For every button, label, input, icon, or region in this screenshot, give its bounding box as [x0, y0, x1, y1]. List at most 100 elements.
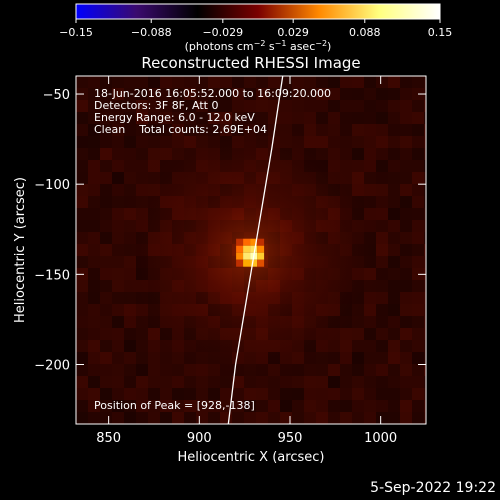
- heatmap-cell: [304, 412, 316, 424]
- heatmap-cell: [160, 112, 172, 124]
- heatmap-cell: [184, 100, 196, 112]
- heatmap-cell: [88, 292, 100, 304]
- heatmap-cell: [424, 412, 426, 424]
- heatmap-cell: [160, 412, 172, 424]
- heatmap-cell: [220, 100, 232, 112]
- heatmap-cell: [328, 88, 340, 100]
- heatmap-cell: [424, 136, 426, 148]
- colorbar-unit-label: (photons cm−2 s−1 asec−2): [185, 39, 332, 53]
- heatmap-cell: [388, 280, 400, 292]
- heatmap-cell: [100, 364, 112, 376]
- heatmap-cell: [100, 100, 112, 112]
- colorbar-tick-label: 0.15: [428, 26, 453, 39]
- heatmap-cell: [400, 352, 412, 364]
- heatmap-cell: [112, 160, 124, 172]
- heatmap-cell: [244, 100, 256, 112]
- heatmap-cell: [424, 232, 426, 244]
- heatmap-cell: [424, 328, 426, 340]
- axis-ticks: 850 900 950 1000 −50 −100 −150 −200: [34, 76, 426, 446]
- heatmap-cell: [388, 100, 400, 112]
- heatmap-cell: [256, 412, 268, 424]
- heatmap-cell: [424, 388, 426, 400]
- heatmap-cell: [352, 124, 364, 136]
- heatmap-cell: [388, 148, 400, 160]
- heatmap-cell: [148, 88, 160, 100]
- heatmap-cell: [328, 388, 340, 400]
- heatmap-cell: [256, 400, 268, 412]
- heatmap-cell: [208, 388, 220, 400]
- heatmap-cell: [124, 364, 136, 376]
- heatmap-cell: [208, 76, 220, 88]
- heatmap-cell: [136, 388, 148, 400]
- heatmap-cell: [328, 376, 340, 388]
- heatmap-cell: [256, 88, 268, 100]
- heatmap-cell: [376, 364, 388, 376]
- heatmap-cell: [88, 352, 100, 364]
- heatmap-cell: [100, 412, 112, 424]
- heatmap-cell: [220, 400, 232, 412]
- heatmap-cell: [292, 100, 304, 112]
- heatmap-cell: [88, 400, 100, 412]
- source-pixel: [257, 238, 265, 246]
- heatmap-cell: [172, 88, 184, 100]
- heatmap-cell: [100, 220, 112, 232]
- heatmap-cell: [400, 172, 412, 184]
- heatmap-cell: [376, 316, 388, 328]
- heatmap-cell: [280, 412, 292, 424]
- heatmap-cell: [76, 352, 88, 364]
- heatmap-cell: [184, 388, 196, 400]
- heatmap-image: [76, 76, 426, 424]
- x-tick-label: 1000: [364, 431, 397, 446]
- heatmap-cell: [400, 148, 412, 160]
- heatmap-cell: [352, 112, 364, 124]
- heatmap-cell: [388, 184, 400, 196]
- heatmap-cell: [208, 100, 220, 112]
- heatmap-cell: [388, 136, 400, 148]
- heatmap-cell: [184, 88, 196, 100]
- heatmap-cell: [328, 76, 340, 88]
- heatmap-cell: [100, 280, 112, 292]
- heatmap-cell: [220, 88, 232, 100]
- source-pixel: [243, 238, 251, 246]
- heatmap-cell: [364, 76, 376, 88]
- heatmap-cell: [412, 244, 424, 256]
- heatmap-cell: [160, 88, 172, 100]
- heatmap-cell: [364, 124, 376, 136]
- heatmap-cell: [376, 184, 388, 196]
- heatmap-cell: [100, 292, 112, 304]
- heatmap-cell: [424, 196, 426, 208]
- heatmap-cell: [340, 376, 352, 388]
- heatmap-cell: [100, 172, 112, 184]
- heatmap-cell: [88, 220, 100, 232]
- heatmap-cell: [280, 388, 292, 400]
- heatmap-cell: [304, 88, 316, 100]
- heatmap-cell: [88, 316, 100, 328]
- heatmap-cell: [376, 376, 388, 388]
- heatmap-cell: [424, 352, 426, 364]
- heatmap-cell: [136, 76, 148, 88]
- heatmap-cell: [100, 208, 112, 220]
- heatmap-cell: [340, 412, 352, 424]
- heatmap-cell: [100, 88, 112, 100]
- x-tick-label: 950: [278, 431, 303, 446]
- heatmap-cell: [412, 412, 424, 424]
- heatmap-cell: [100, 256, 112, 268]
- colorbar-tick-label: 0.088: [349, 26, 381, 39]
- heatmap-cell: [352, 352, 364, 364]
- heatmap-cell: [280, 76, 292, 88]
- heatmap-cell: [400, 280, 412, 292]
- heatmap-cell: [148, 112, 160, 124]
- heatmap-cell: [172, 376, 184, 388]
- heatmap-cell: [88, 376, 100, 388]
- heatmap-cell: [400, 184, 412, 196]
- heatmap-cell: [148, 388, 160, 400]
- heatmap-cell: [76, 364, 88, 376]
- heatmap-cell: [100, 112, 112, 124]
- heatmap-cell: [88, 304, 100, 316]
- heatmap-cell: [88, 76, 100, 88]
- heatmap-cell: [400, 232, 412, 244]
- heatmap-cell: [268, 400, 280, 412]
- heatmap-cell: [424, 184, 426, 196]
- heatmap-cell: [220, 76, 232, 88]
